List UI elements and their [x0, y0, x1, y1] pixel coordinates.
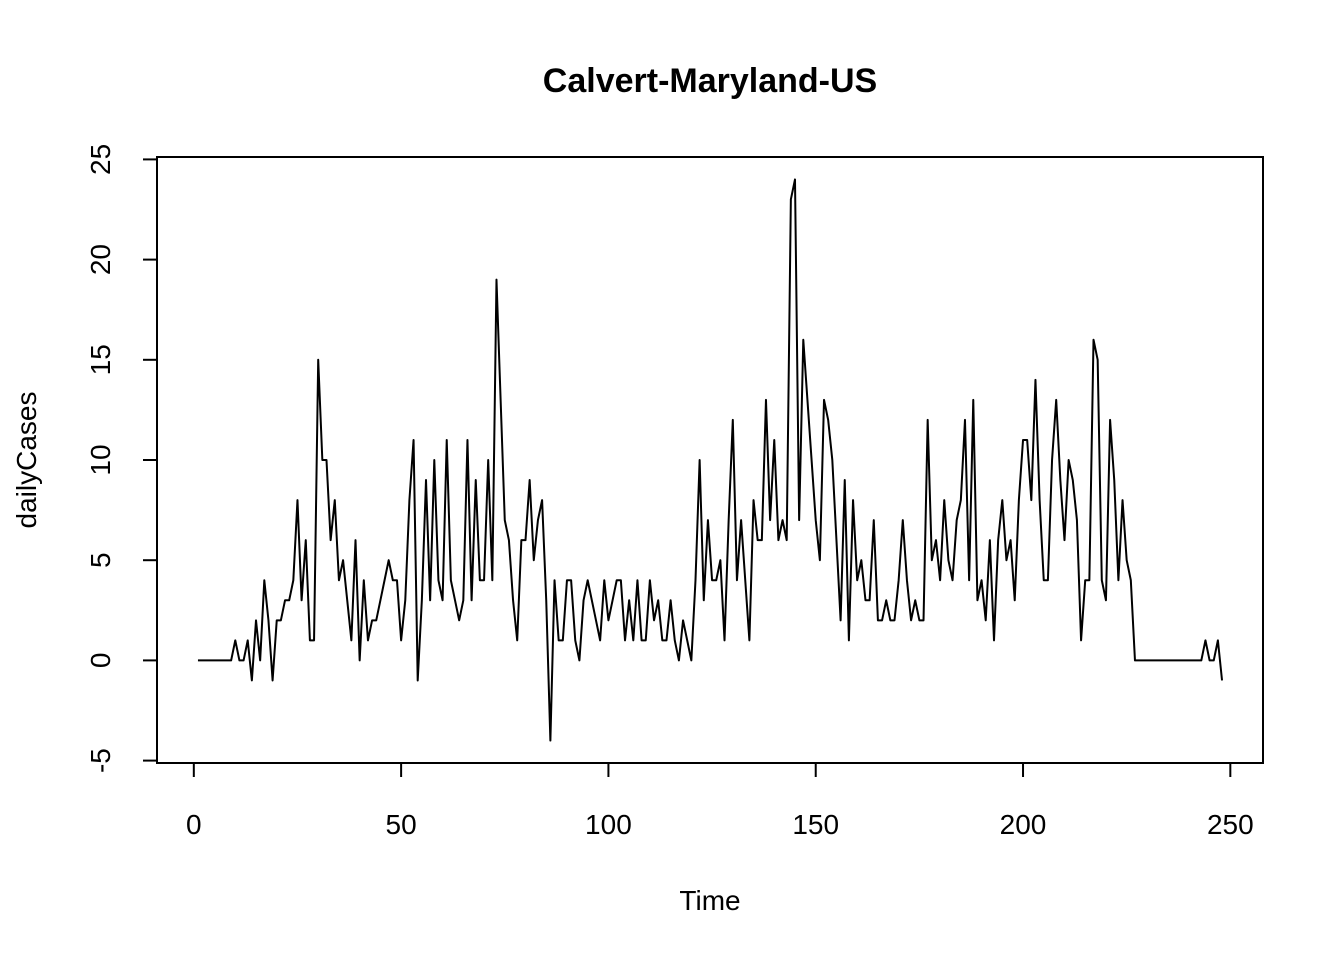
- y-tick-label: 20: [85, 244, 116, 275]
- x-tick-label: 0: [186, 809, 202, 840]
- x-tick-label: 50: [386, 809, 417, 840]
- x-tick-label: 150: [792, 809, 839, 840]
- data-line: [197, 178, 1224, 742]
- chart-title: Calvert-Maryland-US: [543, 62, 877, 100]
- x-tick-label: 200: [1000, 809, 1047, 840]
- y-tick-label: 0: [85, 653, 116, 669]
- y-tick-label: 25: [85, 144, 116, 175]
- y-tick-label: 5: [85, 552, 116, 568]
- y-tick-label: -5: [85, 748, 116, 773]
- x-tick-label: 100: [585, 809, 632, 840]
- y-tick-label: 10: [85, 444, 116, 475]
- x-tick-label: 250: [1207, 809, 1254, 840]
- y-tick-label: 15: [85, 344, 116, 375]
- x-axis-label: Time: [679, 885, 740, 916]
- y-axis-label: dailyCases: [11, 392, 42, 529]
